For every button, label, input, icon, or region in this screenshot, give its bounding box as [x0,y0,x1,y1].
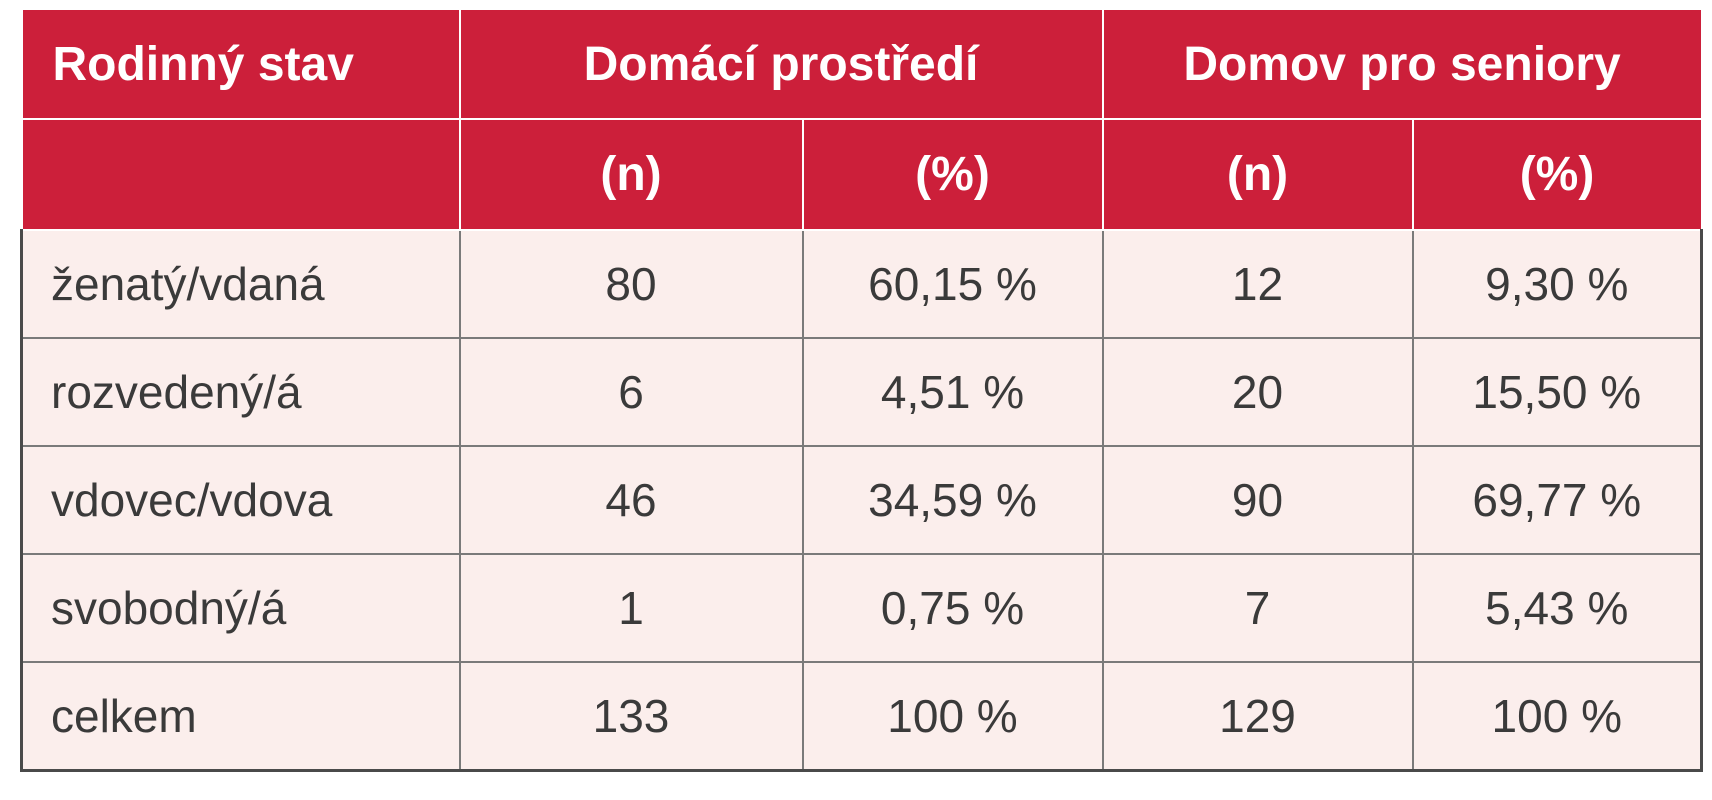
table-body: ženatý/vdaná 80 60,15 % 12 9,30 % rozved… [20,229,1704,772]
table-row: ženatý/vdaná 80 60,15 % 12 9,30 % [20,229,1704,339]
row-label: ženatý/vdaná [20,229,461,339]
cell-senior-n: 20 [1101,337,1414,447]
cell-senior-pct: 69,77 % [1411,445,1704,555]
table-header: Rodinný stav Domácí prostředí Domov pro … [20,8,1703,231]
cell-senior-n: 12 [1101,229,1414,339]
cell-senior-pct: 9,30 % [1411,229,1704,339]
cell-home-n: 6 [458,337,804,447]
cell-home-n: 133 [458,661,804,772]
table-row: svobodný/á 1 0,75 % 7 5,43 % [20,553,1704,663]
header-home-n: (n) [458,118,804,231]
cell-home-pct: 100 % [801,661,1104,772]
header-senior-n: (n) [1101,118,1414,231]
header-group-senior-home: Domov pro seniory [1101,8,1703,120]
cell-home-pct: 0,75 % [801,553,1104,663]
header-marital-status: Rodinný stav [20,8,461,120]
table-row-total: celkem 133 100 % 129 100 % [20,661,1704,772]
cell-senior-n: 129 [1101,661,1414,772]
row-label: svobodný/á [20,553,461,663]
table-row: vdovec/vdova 46 34,59 % 90 69,77 % [20,445,1704,555]
cell-home-pct: 34,59 % [801,445,1104,555]
header-blank [20,118,461,231]
cell-senior-n: 90 [1101,445,1414,555]
row-label: rozvedený/á [20,337,461,447]
cell-senior-pct: 5,43 % [1411,553,1704,663]
cell-home-pct: 4,51 % [801,337,1104,447]
cell-home-n: 1 [458,553,804,663]
cell-home-pct: 60,15 % [801,229,1104,339]
cell-senior-n: 7 [1101,553,1414,663]
cell-home-n: 46 [458,445,804,555]
row-label: celkem [20,661,461,772]
cell-senior-pct: 15,50 % [1411,337,1704,447]
table-row: rozvedený/á 6 4,51 % 20 15,50 % [20,337,1704,447]
header-row-units: (n) (%) (n) (%) [20,118,1703,231]
cell-home-n: 80 [458,229,804,339]
header-home-pct: (%) [801,118,1104,231]
header-senior-pct: (%) [1411,118,1703,231]
cell-senior-pct: 100 % [1411,661,1704,772]
marital-status-table: Rodinný stav Domácí prostředí Domov pro … [20,8,1704,772]
row-label: vdovec/vdova [20,445,461,555]
header-row-groups: Rodinný stav Domácí prostředí Domov pro … [20,8,1703,120]
header-group-home: Domácí prostředí [458,8,1104,120]
table-container: Rodinný stav Domácí prostředí Domov pro … [20,8,1704,772]
